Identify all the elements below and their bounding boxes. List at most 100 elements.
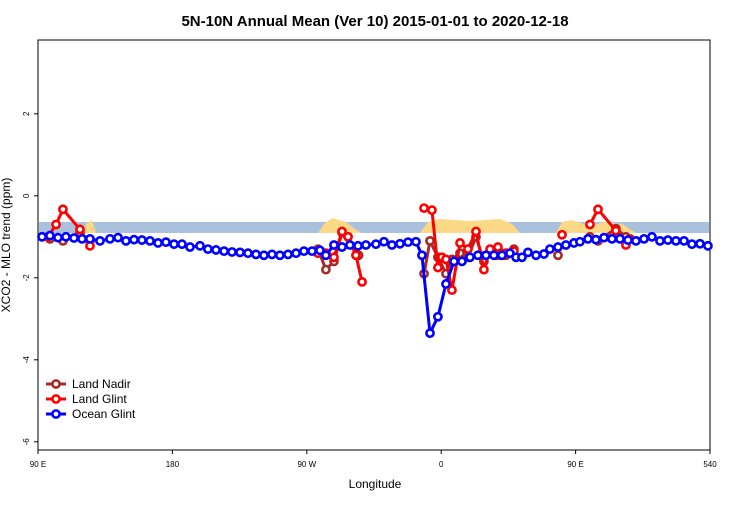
point	[387, 240, 397, 250]
point	[51, 219, 61, 230]
point	[441, 254, 451, 265]
point	[615, 233, 625, 244]
legend-marker	[51, 394, 61, 404]
point	[631, 235, 641, 246]
x-tick-label: 90 E	[30, 460, 46, 469]
x-tick-label: 0	[439, 460, 444, 469]
point	[695, 238, 705, 249]
point	[679, 235, 689, 246]
point	[703, 240, 713, 251]
point	[497, 250, 507, 261]
point	[449, 256, 459, 267]
point	[553, 250, 563, 261]
point	[267, 249, 277, 260]
point	[145, 235, 155, 246]
point	[591, 234, 601, 245]
point	[560, 240, 571, 250]
point	[283, 249, 293, 260]
chart-title: 5N-10N Annual Mean (Ver 10) 2015-01-01 t…	[181, 13, 568, 30]
point	[275, 250, 285, 261]
point	[321, 264, 331, 275]
point	[129, 234, 139, 245]
point	[553, 242, 563, 252]
land-patch	[84, 220, 96, 233]
x-tick-label: 90 W	[297, 460, 316, 469]
point	[517, 252, 527, 263]
point	[455, 238, 465, 248]
point	[345, 240, 355, 250]
point	[58, 204, 68, 215]
point	[351, 250, 361, 261]
point	[523, 247, 533, 258]
point	[623, 235, 633, 245]
point	[353, 240, 363, 251]
point	[251, 249, 261, 260]
legend-label: Ocean Glint	[72, 407, 136, 421]
point	[671, 235, 681, 246]
point	[471, 226, 481, 237]
legend-label: Land Nadir	[72, 377, 131, 391]
point	[575, 236, 585, 247]
legend-label: Land Glint	[72, 392, 127, 406]
point	[655, 235, 665, 246]
point	[425, 235, 435, 246]
point	[121, 235, 131, 246]
point	[583, 233, 593, 244]
point	[417, 250, 427, 261]
point	[161, 237, 171, 248]
point	[195, 240, 205, 251]
point	[481, 250, 491, 261]
point	[61, 231, 71, 242]
point	[169, 239, 179, 250]
point	[113, 232, 123, 243]
point	[539, 249, 549, 259]
point	[37, 231, 47, 242]
point	[457, 256, 467, 267]
point	[557, 229, 567, 240]
ocean-band	[39, 222, 709, 233]
point	[177, 239, 187, 250]
y-tick-label: 0	[22, 193, 31, 198]
point	[379, 236, 389, 247]
legend-marker	[51, 409, 61, 419]
point	[219, 246, 229, 257]
land-patch	[318, 218, 362, 233]
point	[395, 238, 405, 249]
point	[531, 250, 541, 261]
point	[447, 285, 457, 295]
y-tick-label: 2	[22, 111, 31, 116]
point	[599, 232, 609, 243]
point	[105, 233, 115, 244]
x-tick-label: 540	[703, 460, 717, 469]
point	[493, 242, 503, 252]
point	[95, 235, 105, 246]
point	[77, 233, 87, 244]
point	[227, 247, 237, 257]
point	[433, 311, 443, 322]
point	[45, 230, 55, 241]
y-axis-label: XCO2 - MLO trend (ppm)	[0, 178, 13, 313]
y-tick-label: -6	[22, 438, 31, 446]
point	[585, 219, 595, 230]
y-tick-label: -4	[22, 356, 31, 364]
point	[315, 245, 325, 256]
point	[329, 252, 339, 263]
y-tick-label: -2	[22, 274, 31, 282]
point	[403, 237, 413, 248]
point	[419, 203, 429, 213]
point	[545, 244, 555, 254]
x-axis-label: Longitude	[349, 477, 402, 491]
point	[371, 239, 381, 250]
point	[259, 250, 269, 261]
point	[489, 250, 499, 261]
point	[647, 231, 657, 242]
point	[479, 264, 489, 275]
point	[687, 239, 697, 250]
point	[425, 328, 435, 339]
point	[343, 231, 353, 242]
point	[243, 248, 253, 259]
point	[203, 244, 213, 254]
point	[75, 224, 85, 235]
point	[411, 236, 421, 247]
point	[639, 233, 649, 244]
